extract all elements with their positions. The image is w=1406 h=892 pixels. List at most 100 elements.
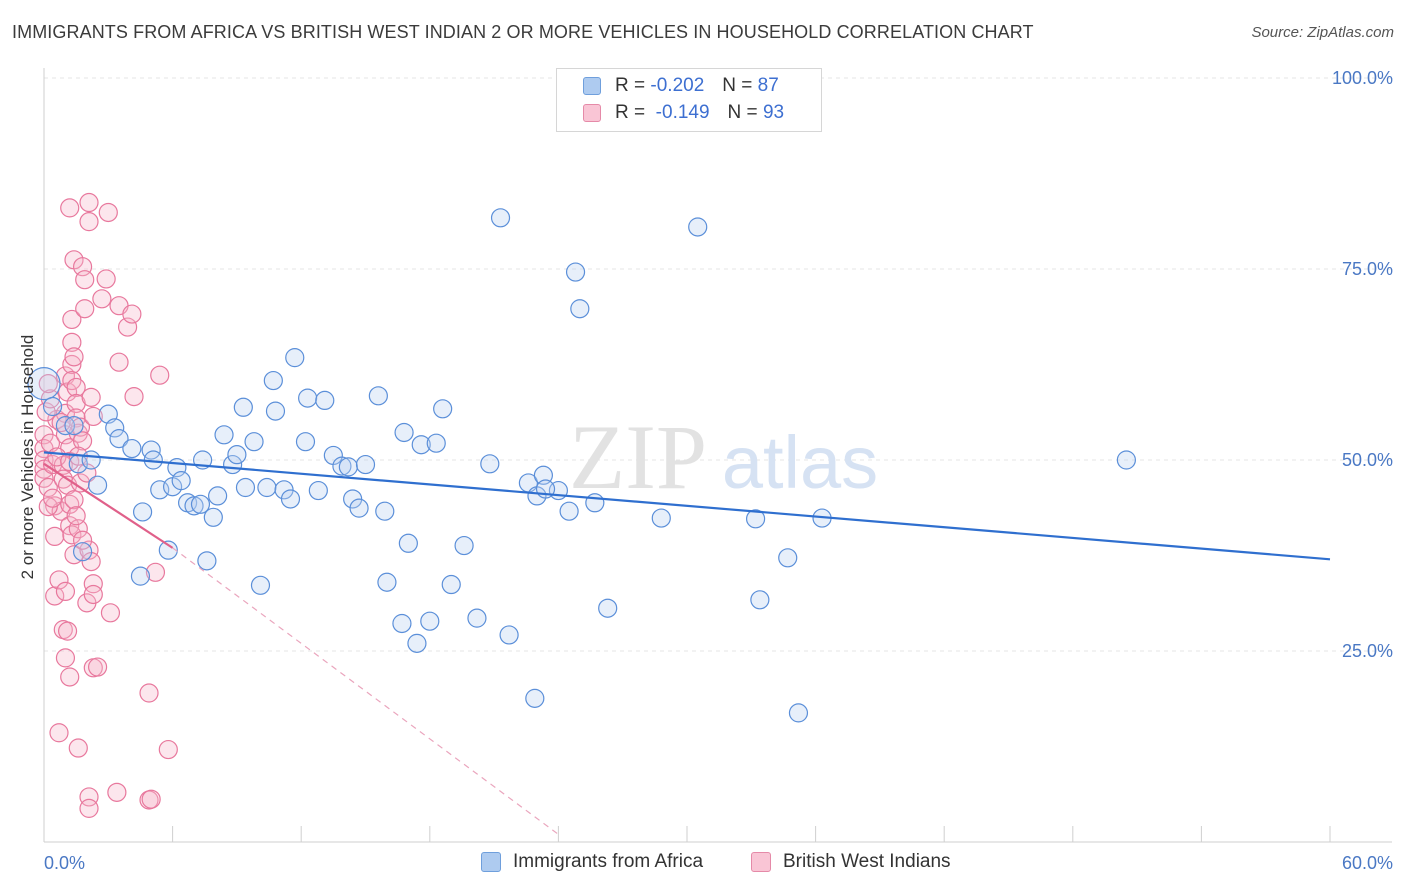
legend-swatch-pink xyxy=(751,852,771,872)
data-point xyxy=(441,574,461,595)
data-point xyxy=(467,608,487,628)
data-point xyxy=(105,418,125,438)
data-point xyxy=(257,477,277,498)
legend-swatch-blue xyxy=(583,77,601,95)
data-point xyxy=(124,386,144,407)
y-tick-label: 100.0% xyxy=(1332,68,1393,88)
data-point xyxy=(295,432,316,452)
data-point xyxy=(64,416,84,436)
data-point xyxy=(55,581,76,602)
data-point xyxy=(197,551,217,571)
legend-n-value: 87 xyxy=(757,75,779,96)
data-point xyxy=(66,377,86,398)
data-point xyxy=(203,507,223,527)
data-point xyxy=(377,572,397,592)
legend-swatch-blue xyxy=(481,852,501,872)
data-point xyxy=(72,530,93,550)
data-point xyxy=(83,574,103,594)
data-point xyxy=(454,535,474,556)
data-point xyxy=(64,347,84,367)
data-point xyxy=(122,304,142,324)
data-point xyxy=(60,667,80,687)
data-point xyxy=(525,688,545,708)
data-point xyxy=(158,540,178,560)
data-point xyxy=(490,208,511,228)
y-tick-label: 25.0% xyxy=(1342,641,1393,661)
data-point xyxy=(66,506,86,526)
legend-r-value: -0.149 xyxy=(655,102,710,123)
correlation-legend: R = -0.202 N = 87 R = -0.149 N = 93 xyxy=(556,68,822,132)
data-point xyxy=(263,370,283,391)
data-point xyxy=(72,542,93,562)
data-point xyxy=(338,457,358,477)
trend-line-africa xyxy=(43,451,1331,561)
data-point xyxy=(227,445,247,465)
data-point xyxy=(62,309,82,330)
data-point xyxy=(285,348,305,368)
data-point xyxy=(49,723,69,743)
data-point xyxy=(62,354,82,375)
data-point xyxy=(66,408,86,428)
data-point xyxy=(72,431,93,451)
watermark: ZIP atlas xyxy=(569,406,878,508)
data-point xyxy=(27,367,61,401)
data-point xyxy=(208,486,228,506)
data-point xyxy=(280,489,301,509)
data-point xyxy=(98,202,118,223)
data-point xyxy=(368,386,388,406)
data-point xyxy=(68,738,88,758)
legend-r-label: R = xyxy=(615,102,646,123)
data-point xyxy=(171,471,191,491)
source-credit: Source: ZipAtlas.com xyxy=(1251,24,1394,41)
data-point xyxy=(315,390,335,411)
data-point xyxy=(87,475,108,495)
data-point xyxy=(598,598,618,618)
data-point xyxy=(83,406,103,427)
data-point xyxy=(332,456,352,476)
data-point xyxy=(788,703,809,723)
data-point xyxy=(250,575,271,595)
data-point xyxy=(92,289,112,309)
data-point xyxy=(83,584,103,605)
data-point xyxy=(407,633,427,653)
legend-item-bwi: British West Indians xyxy=(751,851,951,873)
legend-label-africa: Immigrants from Africa xyxy=(513,851,704,872)
data-point xyxy=(235,477,256,498)
data-point xyxy=(64,490,84,510)
data-point xyxy=(398,533,418,553)
data-point xyxy=(62,332,82,352)
legend-r-value: -0.202 xyxy=(650,75,705,96)
legend-label-bwi: British West Indians xyxy=(783,851,951,872)
data-point xyxy=(559,501,579,521)
data-point xyxy=(42,396,63,417)
data-point xyxy=(45,526,65,547)
data-point xyxy=(265,401,286,421)
y-axis-label: 2 or more Vehicles in Household xyxy=(18,335,37,580)
trend-lines xyxy=(43,451,1331,835)
legend-swatch-pink xyxy=(583,104,601,122)
legend-row-africa: R = -0.202 N = 87 xyxy=(583,73,779,99)
data-point xyxy=(81,450,101,470)
legend-row-bwi: R = -0.149 N = 93 xyxy=(583,100,784,126)
data-point xyxy=(158,739,178,760)
data-point xyxy=(585,493,605,513)
data-point xyxy=(433,399,453,419)
data-point xyxy=(190,494,211,514)
data-point xyxy=(308,480,328,501)
data-point xyxy=(34,468,54,488)
data-point xyxy=(96,269,116,289)
data-point xyxy=(60,198,80,218)
data-point xyxy=(688,217,708,237)
trend-line-bwi-extension xyxy=(172,547,559,835)
y-tick-label: 75.0% xyxy=(1342,259,1393,279)
data-point xyxy=(480,454,500,474)
data-point xyxy=(1116,450,1136,470)
y-tick-label: 50.0% xyxy=(1342,450,1393,470)
data-point xyxy=(375,501,395,521)
data-point xyxy=(420,611,440,631)
axes xyxy=(43,68,1392,843)
data-point xyxy=(45,496,65,516)
data-point xyxy=(79,787,99,807)
data-point xyxy=(349,498,369,518)
watermark-atlas: atlas xyxy=(722,421,878,504)
